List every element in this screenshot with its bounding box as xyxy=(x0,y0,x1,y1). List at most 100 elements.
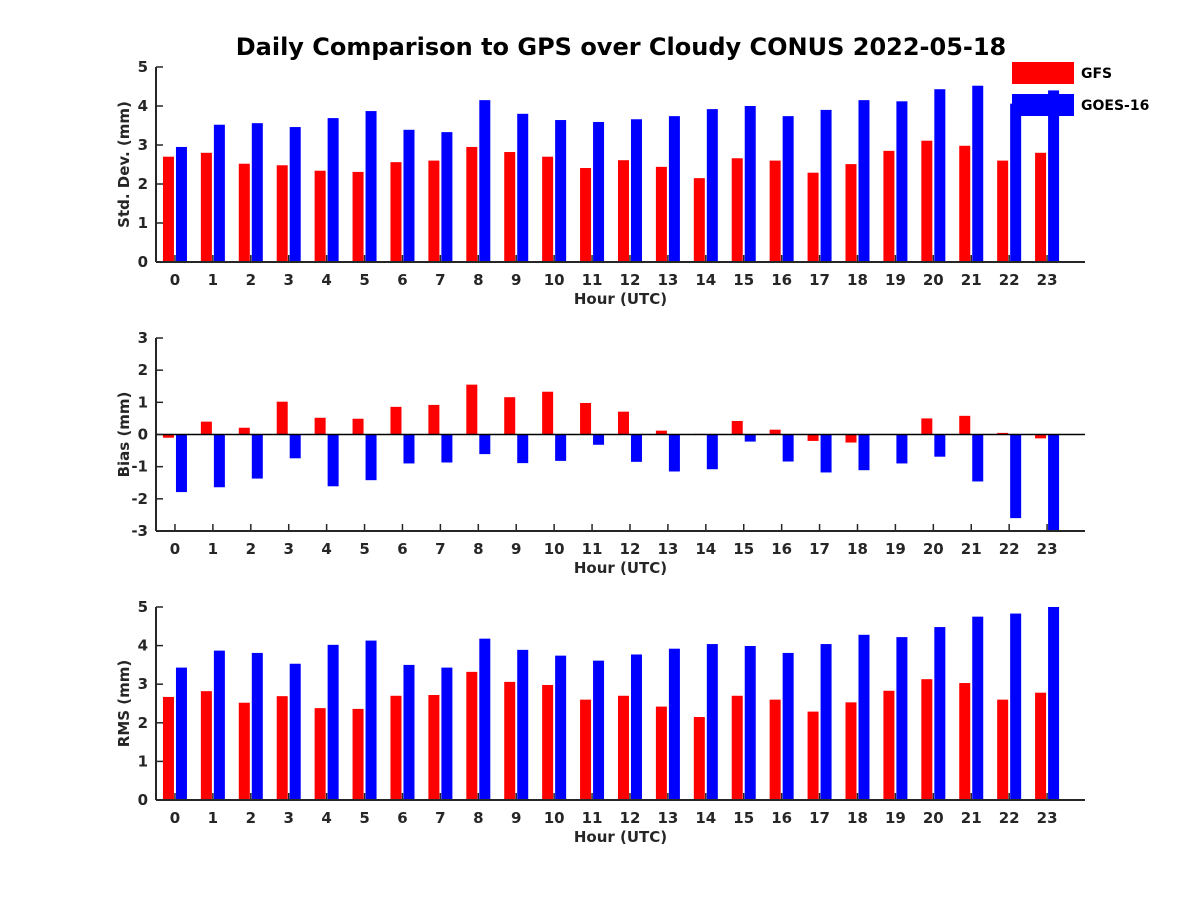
legend-swatch-goes-16 xyxy=(1012,94,1074,116)
bar-gfs-16 xyxy=(769,699,781,800)
bar-goes-16-9 xyxy=(517,434,529,464)
bar-gfs-6 xyxy=(390,695,402,800)
bar-gfs-8 xyxy=(466,384,478,435)
bar-goes-16-5 xyxy=(365,434,377,481)
bar-gfs-21 xyxy=(959,683,971,800)
bar-gfs-3 xyxy=(276,401,288,435)
x-tick-label: 7 xyxy=(435,540,445,558)
bar-goes-16-12 xyxy=(630,654,642,800)
bar-goes-16-23 xyxy=(1048,90,1060,263)
y-tick-label: 3 xyxy=(138,136,148,154)
bar-goes-16-13 xyxy=(668,434,680,472)
x-tick-label: 7 xyxy=(435,809,445,827)
bar-gfs-16 xyxy=(769,429,781,435)
x-tick-label: 14 xyxy=(695,540,716,558)
bar-gfs-12 xyxy=(617,411,629,435)
y-tick-label: 5 xyxy=(138,598,148,616)
x-tick-label: 23 xyxy=(1037,540,1058,558)
x-tick-label: 13 xyxy=(657,271,678,289)
bar-goes-16-1 xyxy=(213,124,225,262)
bar-gfs-20 xyxy=(921,140,933,262)
bar-gfs-23 xyxy=(1035,692,1047,800)
x-tick-label: 5 xyxy=(359,540,369,558)
y-tick-label: 0 xyxy=(138,253,148,271)
y-axis-label: Bias (mm) xyxy=(115,392,133,478)
legend-label: GFS xyxy=(1081,66,1112,82)
bar-goes-16-10 xyxy=(555,120,567,262)
bar-goes-16-22 xyxy=(1010,434,1022,519)
x-tick-label: 16 xyxy=(771,809,792,827)
bar-gfs-3 xyxy=(276,696,288,800)
bar-gfs-8 xyxy=(466,671,478,800)
x-tick-label: 20 xyxy=(923,540,944,558)
bar-gfs-5 xyxy=(352,708,364,800)
bar-goes-16-23 xyxy=(1048,607,1060,800)
x-tick-label: 21 xyxy=(961,271,982,289)
y-tick-label: 0 xyxy=(138,791,148,809)
y-tick-label: 4 xyxy=(138,637,148,655)
x-tick-label: 12 xyxy=(620,540,641,558)
y-tick-label: 1 xyxy=(138,752,148,770)
x-tick-label: 11 xyxy=(582,540,603,558)
bar-gfs-3 xyxy=(276,165,288,262)
bar-goes-16-11 xyxy=(593,660,605,800)
bar-goes-16-4 xyxy=(327,118,339,262)
bar-goes-16-0 xyxy=(175,146,187,262)
x-tick-label: 1 xyxy=(208,809,218,827)
x-tick-label: 9 xyxy=(511,271,521,289)
x-tick-label: 4 xyxy=(321,271,331,289)
bar-gfs-22 xyxy=(997,432,1009,435)
bar-goes-16-7 xyxy=(441,132,453,262)
bar-goes-16-21 xyxy=(972,434,984,482)
x-tick-label: 19 xyxy=(885,540,906,558)
x-tick-label: 15 xyxy=(733,809,754,827)
bar-gfs-14 xyxy=(693,717,705,800)
bar-gfs-13 xyxy=(655,706,667,800)
bar-goes-16-18 xyxy=(858,434,870,471)
bar-gfs-15 xyxy=(731,420,743,435)
bar-goes-16-15 xyxy=(744,434,756,442)
bar-gfs-17 xyxy=(807,434,819,441)
bar-gfs-15 xyxy=(731,158,743,262)
bar-gfs-18 xyxy=(845,702,857,800)
x-tick-label: 21 xyxy=(961,809,982,827)
x-tick-label: 4 xyxy=(321,540,331,558)
bar-gfs-12 xyxy=(617,160,629,262)
bar-goes-16-9 xyxy=(517,113,529,262)
x-tick-label: 10 xyxy=(544,271,565,289)
x-tick-label: 14 xyxy=(695,809,716,827)
x-tick-label: 12 xyxy=(620,271,641,289)
bar-goes-16-2 xyxy=(251,434,263,479)
x-tick-label: 0 xyxy=(170,271,180,289)
x-tick-label: 0 xyxy=(170,540,180,558)
bar-goes-16-3 xyxy=(289,127,301,262)
bar-goes-16-1 xyxy=(213,434,225,488)
bar-gfs-19 xyxy=(883,690,895,800)
bar-gfs-17 xyxy=(807,172,819,262)
bar-gfs-13 xyxy=(655,430,667,435)
x-tick-label: 7 xyxy=(435,271,445,289)
x-axis-label: Hour (UTC) xyxy=(574,828,667,846)
bar-goes-16-20 xyxy=(934,434,946,457)
bar-goes-16-7 xyxy=(441,434,453,463)
x-axis-label: Hour (UTC) xyxy=(574,290,667,308)
bar-gfs-13 xyxy=(655,166,667,262)
bar-goes-16-15 xyxy=(744,645,756,800)
bar-goes-16-12 xyxy=(630,434,642,462)
x-tick-label: 2 xyxy=(246,271,256,289)
x-tick-label: 22 xyxy=(999,271,1020,289)
legend-label: GOES-16 xyxy=(1081,98,1149,114)
x-tick-label: 23 xyxy=(1037,809,1058,827)
x-tick-label: 9 xyxy=(511,540,521,558)
x-tick-label: 16 xyxy=(771,271,792,289)
bar-gfs-6 xyxy=(390,406,402,435)
x-tick-label: 12 xyxy=(620,809,641,827)
y-tick-label: 4 xyxy=(138,97,148,115)
x-tick-label: 17 xyxy=(809,271,830,289)
x-tick-label: 8 xyxy=(473,809,483,827)
bar-goes-16-6 xyxy=(403,129,415,262)
